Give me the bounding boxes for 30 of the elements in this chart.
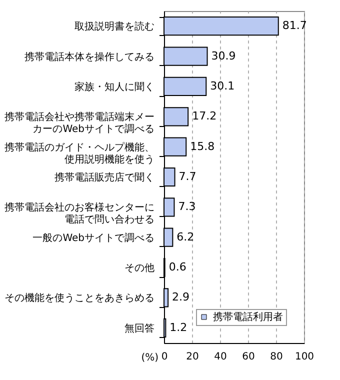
data-label: 7.3 (178, 200, 196, 214)
data-label: 2.9 (172, 290, 190, 304)
y-tick-label: 携帯電話販売店で聞く (54, 172, 154, 184)
data-label: 17.2 (192, 110, 217, 123)
data-label: 7.7 (178, 170, 196, 183)
data-label: 15.8 (190, 140, 215, 153)
y-tick-label: 携帯電話会社のお客様センターに電話で問い合わせる (4, 202, 154, 226)
data-label: 1.2 (170, 320, 188, 334)
y-tick-label: 無回答 (124, 322, 154, 334)
y-tick-label: 携帯電話本体を操作してみる (24, 50, 154, 63)
x-axis-title: (%) (141, 352, 159, 364)
x-tick-label: 40 (214, 352, 227, 362)
data-label: 81.7 (282, 19, 307, 32)
y-tick-label: 携帯電話会社や携帯電話端末メーカーのWebサイトで調べる (4, 111, 154, 136)
data-label: 6.2 (176, 230, 194, 244)
y-tick-label: 一般のWebサイトで調べる (32, 232, 154, 244)
y-tick-label: 携帯電話のガイド・ヘルプ機能、使用説明機能を使う (4, 141, 154, 166)
y-tick-label: 家族・知人に聞く (74, 80, 154, 93)
x-tick-label: 0 (161, 352, 168, 362)
data-label: 0.6 (168, 260, 186, 274)
y-tick-label: その機能を使うことをあきらめる (4, 292, 154, 304)
y-tick-label: その他 (124, 262, 154, 274)
x-tick-label: 100 (294, 352, 314, 362)
data-label: 30.1 (210, 79, 235, 92)
x-tick-label: 80 (270, 352, 283, 362)
y-tick-label: 取扱説明書を読む (74, 20, 154, 33)
x-tick-label: 20 (186, 352, 199, 362)
x-tick-label: 60 (242, 352, 255, 362)
data-label: 30.9 (211, 49, 236, 62)
legend-label: 携帯電話利用者 (213, 311, 283, 323)
